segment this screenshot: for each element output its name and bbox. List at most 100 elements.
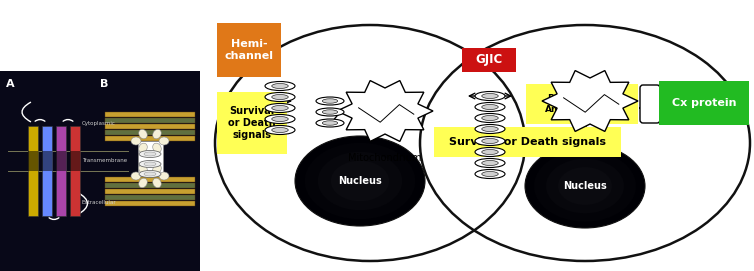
Ellipse shape [475,114,505,122]
Ellipse shape [265,92,295,102]
FancyBboxPatch shape [217,23,281,77]
Text: Hemi-
channel: Hemi- channel [225,39,274,61]
Text: Cytoplasmic: Cytoplasmic [82,121,116,125]
Ellipse shape [331,161,389,201]
Ellipse shape [322,110,338,114]
Text: Mitochondrium: Mitochondrium [348,153,421,163]
Ellipse shape [265,125,295,134]
Text: Nucleus: Nucleus [338,176,382,186]
Ellipse shape [271,128,288,133]
Ellipse shape [131,172,141,180]
Ellipse shape [475,102,505,111]
Ellipse shape [153,178,161,188]
Ellipse shape [482,172,498,176]
Ellipse shape [265,104,295,112]
FancyBboxPatch shape [462,48,516,72]
Bar [42,126,52,216]
Bar [105,189,195,194]
Ellipse shape [144,162,156,166]
Bar [0,71,200,271]
Ellipse shape [144,172,156,176]
Ellipse shape [482,127,498,131]
Ellipse shape [525,144,645,228]
Ellipse shape [139,164,147,174]
Ellipse shape [317,152,402,210]
Ellipse shape [139,129,147,139]
Ellipse shape [322,121,338,125]
Ellipse shape [534,150,636,222]
Polygon shape [337,80,433,141]
Ellipse shape [295,136,425,226]
FancyBboxPatch shape [640,85,660,123]
Bar [105,118,195,123]
Ellipse shape [475,159,505,167]
Ellipse shape [305,143,415,219]
Ellipse shape [271,105,288,111]
Bar [28,151,38,171]
Bar [105,177,195,182]
FancyBboxPatch shape [434,127,621,157]
Ellipse shape [139,170,161,178]
Bar [56,126,66,216]
Ellipse shape [482,93,498,98]
Bar [42,151,52,171]
Ellipse shape [139,178,147,188]
Bar [138,141,163,176]
Ellipse shape [482,138,498,143]
Text: Pro-apoptotic
Anti-apoptotic: Pro-apoptotic Anti-apoptotic [545,94,618,114]
Ellipse shape [265,82,295,91]
FancyBboxPatch shape [217,92,287,154]
Text: A: A [6,79,14,89]
Ellipse shape [153,129,161,139]
FancyBboxPatch shape [659,81,749,125]
Text: Nucleus: Nucleus [563,181,607,191]
Ellipse shape [558,167,612,205]
Bar [105,195,195,200]
Bar [70,126,80,216]
Ellipse shape [322,99,338,103]
Bar [56,151,66,171]
Bar [105,201,195,206]
Ellipse shape [475,92,505,101]
Ellipse shape [316,97,344,105]
Ellipse shape [475,124,505,134]
Ellipse shape [153,164,161,174]
Ellipse shape [271,95,288,99]
Ellipse shape [546,159,624,213]
Ellipse shape [159,172,169,180]
Bar [70,151,80,171]
Ellipse shape [316,108,344,116]
Ellipse shape [482,150,498,154]
Ellipse shape [271,117,288,121]
Bar [105,130,195,135]
Ellipse shape [139,150,161,157]
Text: B: B [100,79,109,89]
Polygon shape [542,70,638,131]
Ellipse shape [265,115,295,124]
Text: Survival or Death signals: Survival or Death signals [449,137,606,147]
Ellipse shape [475,147,505,156]
Bar [105,112,195,117]
Bar [28,126,38,216]
Bar [105,124,195,129]
Ellipse shape [475,137,505,146]
Ellipse shape [159,137,169,145]
Ellipse shape [131,137,141,145]
Text: Survival
or Death
signals: Survival or Death signals [228,106,276,140]
Bar [105,183,195,188]
Text: Extracellular: Extracellular [82,201,117,205]
Ellipse shape [482,105,498,109]
Ellipse shape [482,115,498,121]
Ellipse shape [153,143,161,153]
Text: Cx protein: Cx protein [672,98,736,108]
Ellipse shape [475,169,505,179]
Ellipse shape [482,160,498,166]
Text: Transmembrane: Transmembrane [82,159,127,163]
Ellipse shape [139,143,147,153]
FancyBboxPatch shape [526,84,638,124]
Ellipse shape [139,160,161,167]
Text: GJIC: GJIC [475,53,503,66]
Ellipse shape [316,119,344,127]
Ellipse shape [144,152,156,156]
Bar [105,136,195,141]
